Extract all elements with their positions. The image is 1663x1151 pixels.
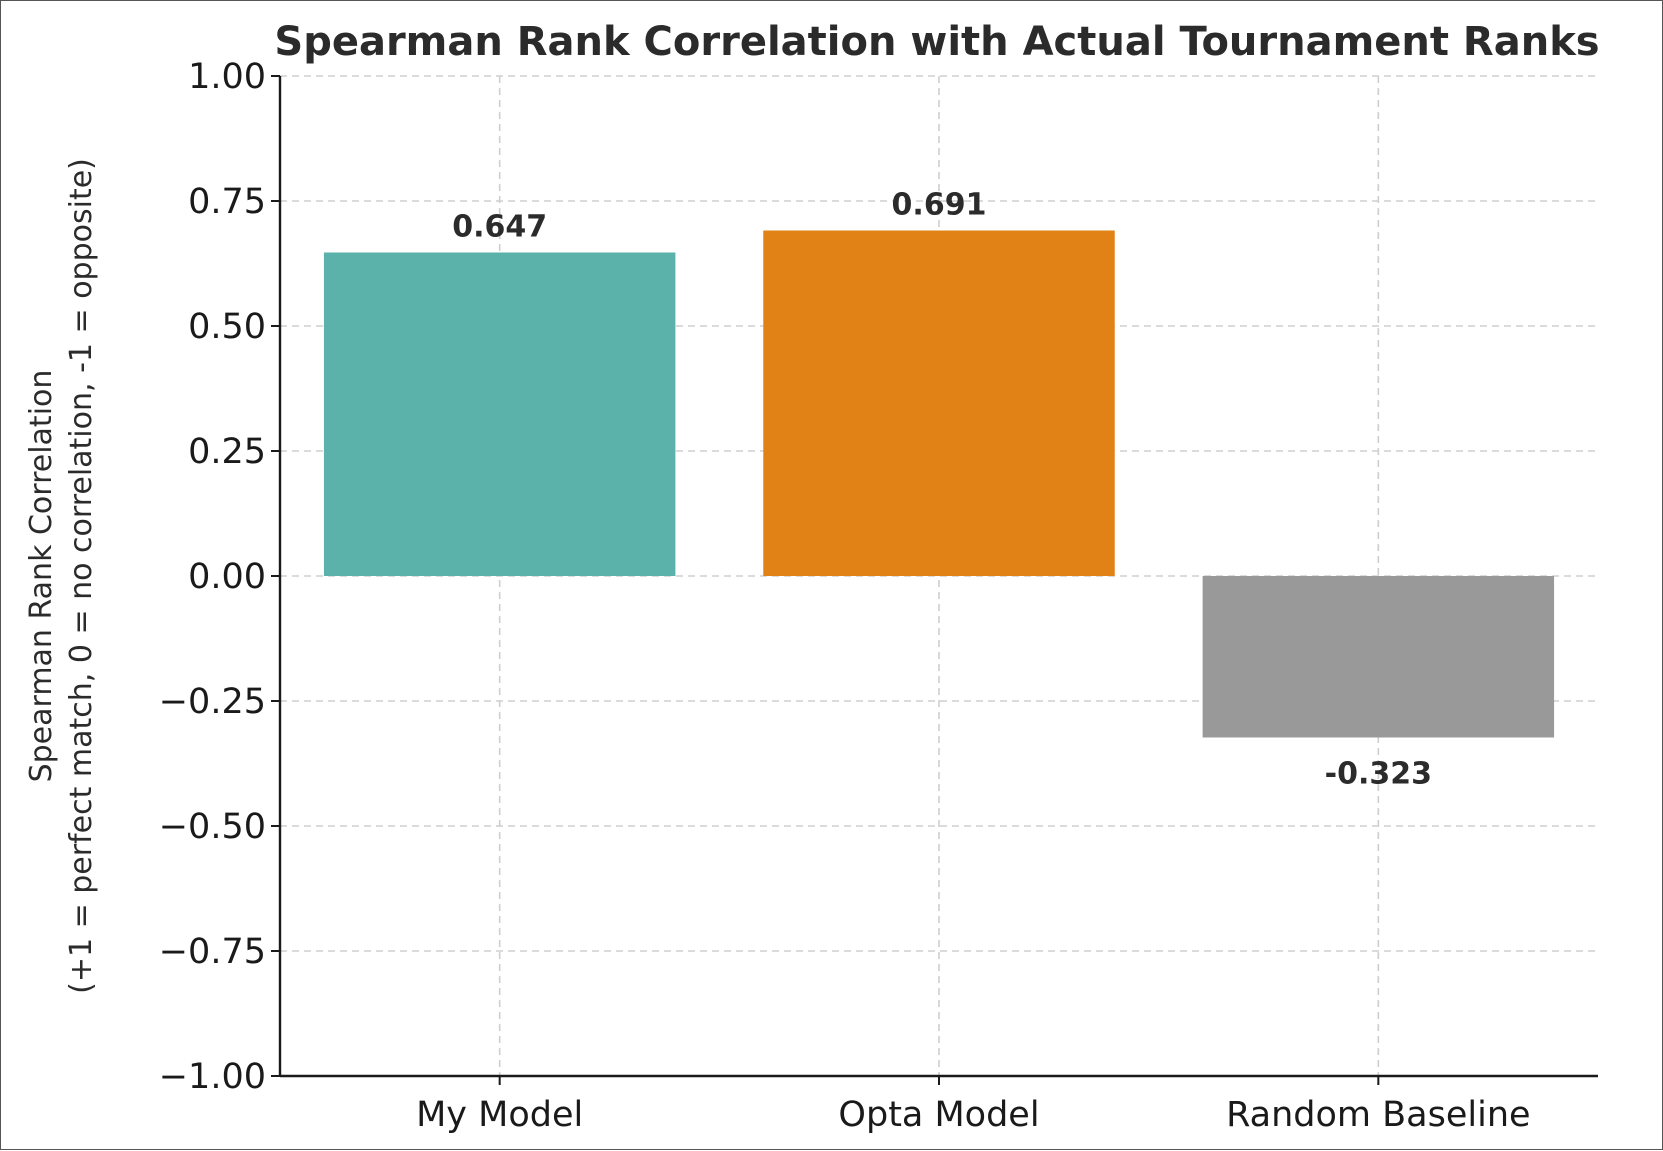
bars (323, 230, 1555, 738)
y-tick-label: 0.50 (188, 307, 266, 347)
y-axis-label: Spearman Rank Correlation (+1 = perfect … (24, 158, 99, 994)
y-ticks: 1.00 0.75 0.50 0.25 0.00 −0.25 −0.50 −0.75 −1.00 (159, 57, 280, 1097)
y-axis-label-line-1: Spearman Rank Correlation (24, 370, 59, 783)
y-tick-label: 0.00 (188, 557, 266, 597)
x-ticks: My Model Opta Model Random Baseline (416, 1076, 1531, 1135)
chart-title: Spearman Rank Correlation with Actual To… (274, 19, 1599, 65)
bar-value-label: 0.647 (452, 210, 547, 245)
bar-value-label: 0.691 (892, 188, 987, 223)
y-tick-label: −0.75 (159, 932, 266, 972)
x-tick-label: Random Baseline (1226, 1095, 1530, 1135)
bar-opta-model (763, 230, 1115, 576)
x-tick-label: Opta Model (838, 1095, 1039, 1135)
y-tick-label: 0.75 (188, 182, 266, 222)
y-tick-label: 1.00 (188, 57, 266, 97)
bar-random-baseline (1202, 576, 1555, 738)
bar-value-label: -0.323 (1325, 757, 1432, 792)
y-axis-label-line-2: (+1 = perfect match, 0 = no correlation,… (64, 158, 99, 994)
bar-value-labels: 0.647 0.691 -0.323 (452, 188, 1432, 792)
bar-my-model (323, 252, 676, 576)
x-tick-label: My Model (416, 1095, 583, 1135)
y-tick-label: 0.25 (188, 432, 266, 472)
y-tick-label: −0.50 (159, 807, 266, 847)
y-tick-label: −0.25 (159, 682, 266, 722)
y-tick-label: −1.00 (159, 1057, 266, 1097)
